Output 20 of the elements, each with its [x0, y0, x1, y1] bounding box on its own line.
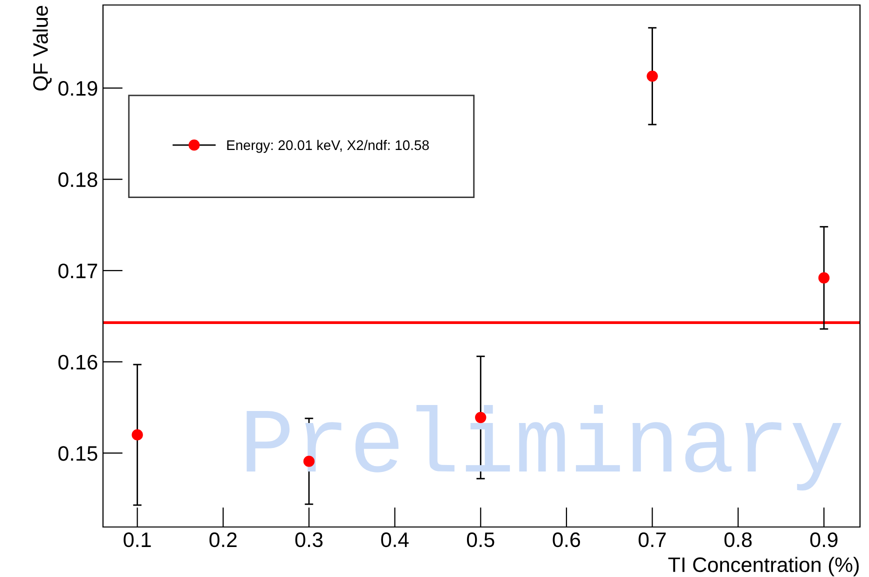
point — [132, 429, 143, 440]
x-tick-label: 0.8 — [724, 532, 752, 548]
x-tick-label: 0.7 — [638, 532, 666, 548]
y-tick-label: 0.19 — [58, 81, 98, 96]
point — [818, 272, 830, 284]
y-tick-label: 0.17 — [58, 264, 98, 278]
y-tick-label: 0.18 — [58, 172, 98, 188]
x-tick-label: 0.1 — [124, 532, 151, 548]
legend-label: Energy: 20.01 keV, X2/ndf: 10.58 — [227, 140, 429, 153]
x-tick-label: 0.9 — [810, 532, 838, 548]
y-tick-label: 0.16 — [58, 354, 98, 370]
x-tick-label: 0.5 — [466, 532, 494, 548]
x-tick-label: 0.3 — [295, 532, 323, 548]
x-tick-label: 0.2 — [209, 532, 237, 548]
point — [646, 70, 658, 82]
x-axis-title: TI Concentration (%) — [668, 556, 859, 576]
y-tick-label: 0.15 — [58, 446, 98, 461]
x-tick-label: 0.6 — [552, 532, 580, 548]
x-tick-label: 0.4 — [381, 532, 409, 548]
y-axis-title: QF Value — [32, 6, 52, 90]
